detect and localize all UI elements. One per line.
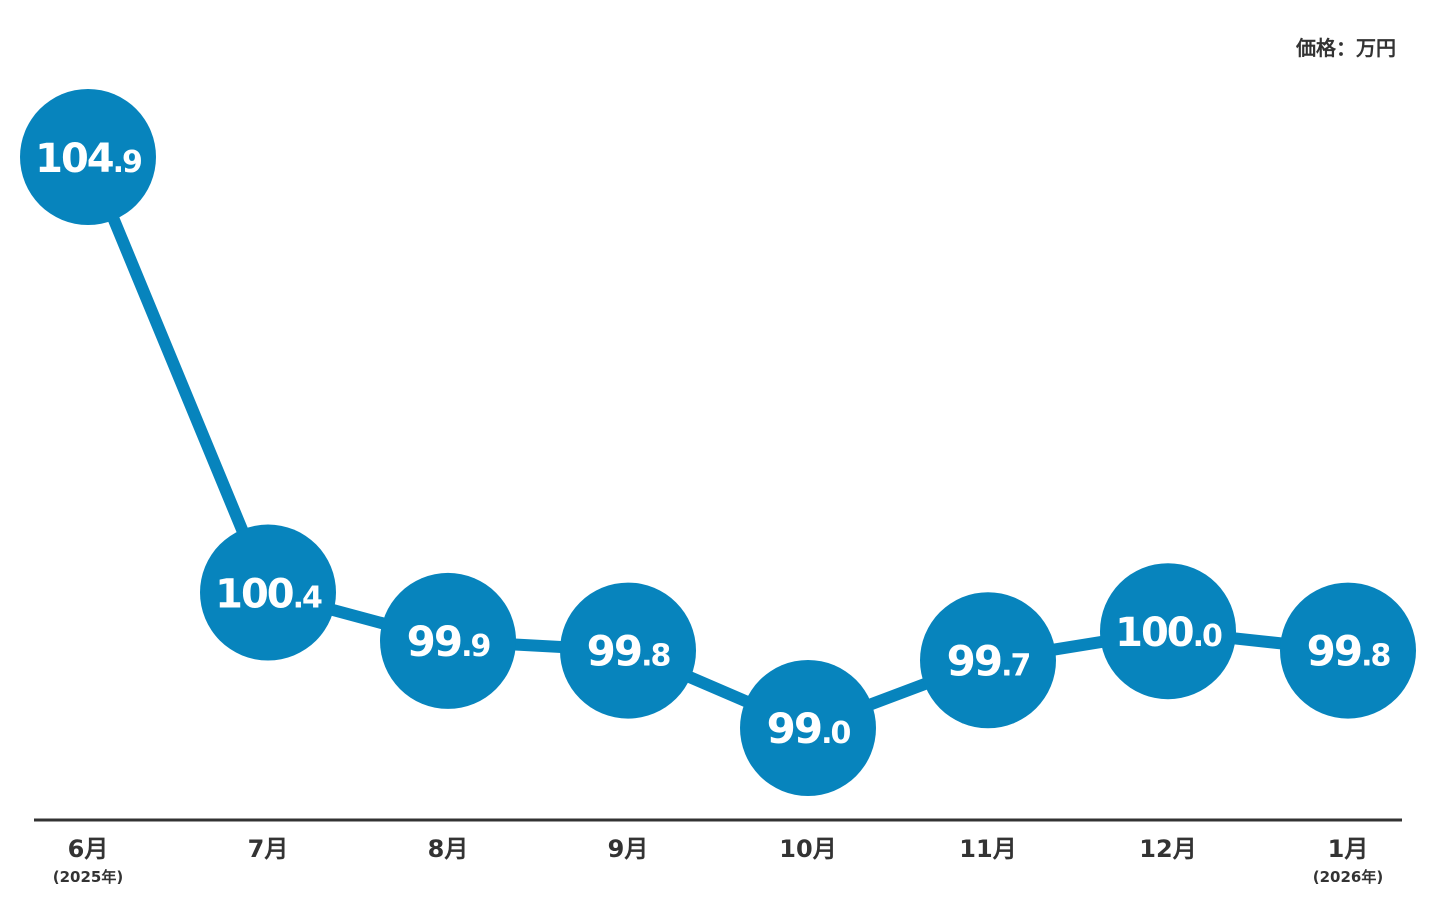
data-point-marker <box>200 524 336 661</box>
x-tick-label: 9月 <box>608 835 649 863</box>
data-point-marker <box>560 582 696 719</box>
data-point-marker <box>1280 582 1416 719</box>
data-label: 99.8 <box>1307 627 1391 676</box>
data-label: 104.9 <box>35 136 141 182</box>
data-label: 100.0 <box>1115 610 1222 656</box>
data-point-marker <box>1100 563 1236 700</box>
data-label: 99.8 <box>587 627 671 676</box>
data-label: 99.9 <box>407 617 490 666</box>
x-tick-label: 12月 <box>1139 835 1196 863</box>
data-label-integer: 100 <box>1115 610 1193 656</box>
data-point-marker <box>20 89 156 225</box>
data-label-decimal: .9 <box>113 145 141 180</box>
data-label-decimal: .0 <box>821 716 850 751</box>
x-tick-label: 7月 <box>248 835 289 863</box>
data-label: 99.0 <box>767 704 851 753</box>
data-label-decimal: .8 <box>1361 639 1390 674</box>
x-tick-year-note: (2026年) <box>1313 868 1383 886</box>
data-point-marker <box>380 572 516 709</box>
data-label: 99.7 <box>947 636 1030 685</box>
data-label-integer: 104 <box>35 136 113 182</box>
data-label-integer: 99 <box>407 617 461 666</box>
data-label-decimal: .8 <box>641 639 670 674</box>
data-label-decimal: .9 <box>461 629 489 664</box>
data-label-integer: 99 <box>1307 627 1361 676</box>
x-tick-label: 11月 <box>959 835 1016 863</box>
data-label-integer: 100 <box>215 572 293 618</box>
data-label-integer: 99 <box>947 636 1001 685</box>
data-label-decimal: .4 <box>293 581 322 616</box>
x-tick-label: 6月 <box>68 835 109 863</box>
data-point-marker <box>920 592 1056 729</box>
data-label-decimal: .0 <box>1193 619 1222 654</box>
data-label-decimal: .7 <box>1001 648 1029 683</box>
x-tick-label: 10月 <box>779 835 836 863</box>
x-tick-label: 8月 <box>428 835 469 863</box>
data-label: 100.4 <box>215 572 322 618</box>
x-tick-label: 1月 <box>1328 835 1369 863</box>
x-tick-year-note: (2025年) <box>53 868 123 886</box>
data-label-integer: 99 <box>587 627 641 676</box>
data-label-integer: 99 <box>767 704 821 753</box>
data-point-marker <box>740 660 876 796</box>
unit-label: 価格：万円 <box>1296 36 1396 60</box>
